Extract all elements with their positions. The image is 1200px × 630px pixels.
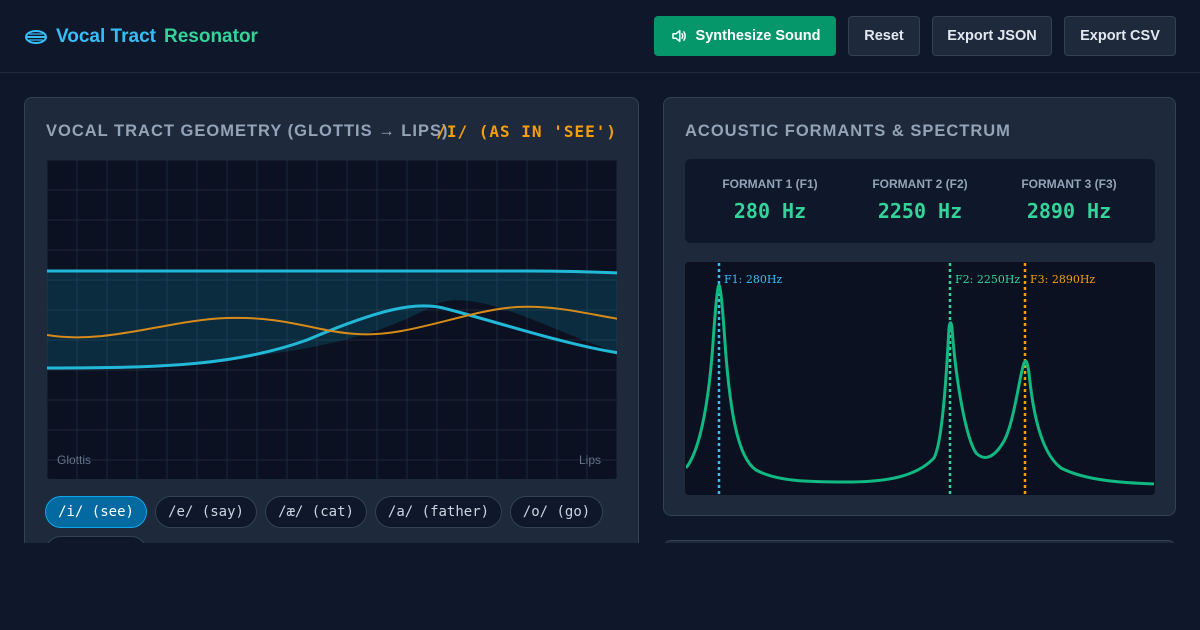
formant-f2-label: Formant 2 (F2)	[872, 177, 968, 191]
formant-f3: Formant 3 (F3) 2890 Hz	[994, 177, 1144, 223]
vowel-button-ae[interactable]: /æ/ (cat)	[265, 496, 367, 528]
export-csv-button[interactable]: Export CSV	[1064, 16, 1176, 56]
formant-f1-value: 280 Hz	[733, 199, 807, 223]
formant-readout: Formant 1 (F1) 280 Hz Formant 2 (F2) 225…	[685, 159, 1155, 243]
formant-f3-label: Formant 3 (F3)	[1021, 177, 1117, 191]
spectrum-plot: F1: 280Hz F2: 2250Hz F3: 2890Hz	[686, 263, 1154, 494]
app-title-part1: Vocal Tract	[56, 26, 156, 47]
formant-panel: Acoustic Formants & Spectrum Formant 1 (…	[663, 97, 1176, 516]
spectrum-curve	[686, 283, 1154, 486]
vocal-tract-canvas[interactable]: Glottis Lips	[46, 159, 618, 480]
speaker-icon	[671, 30, 686, 42]
reset-button[interactable]: Reset	[848, 16, 920, 56]
f1-marker-label: F1: 280Hz	[724, 273, 782, 286]
synthesize-sound-button[interactable]: Synthesize Sound	[654, 16, 836, 56]
vocal-tract-plot	[47, 160, 617, 479]
vowel-button-o[interactable]: /o/ (go)	[510, 496, 603, 528]
geometry-panel: Vocal Tract Geometry (Glottis → Lips) /i…	[24, 97, 639, 568]
vowel-button-a[interactable]: /a/ (father)	[375, 496, 502, 528]
spectrum-canvas[interactable]: F1: 280Hz F2: 2250Hz F3: 2890Hz	[685, 262, 1155, 495]
current-vowel-label: /i/ (as in 'see')	[436, 122, 617, 141]
synthesize-label: Synthesize Sound	[695, 28, 821, 44]
top-bar: Vocal Tract Resonator Synthesize Sound R…	[0, 0, 1200, 73]
formant-f3-value: 2890 Hz	[1026, 199, 1112, 223]
formant-f1: Formant 1 (F1) 280 Hz	[695, 177, 845, 223]
app-brand: Vocal Tract Resonator	[24, 24, 258, 50]
formant-f1-label: Formant 1 (F1)	[722, 177, 818, 191]
page-bottom-mask	[0, 543, 1200, 630]
vowel-button-e[interactable]: /e/ (say)	[155, 496, 257, 528]
f2-marker-label: F2: 2250Hz	[955, 273, 1020, 286]
app-title-part2: Resonator	[163, 26, 258, 47]
lips-label: Lips	[578, 453, 601, 467]
geometry-panel-title: Vocal Tract Geometry (Glottis → Lips)	[46, 122, 449, 140]
vowel-button-i[interactable]: /i/ (see)	[45, 496, 147, 528]
glottis-label: Glottis	[57, 453, 92, 467]
formant-f2-value: 2250 Hz	[877, 199, 963, 223]
f3-marker-label: F3: 2890Hz	[1030, 273, 1095, 286]
waveform-logo-icon	[25, 30, 47, 44]
export-json-button[interactable]: Export JSON	[932, 16, 1052, 56]
formant-f2: Formant 2 (F2) 2250 Hz	[845, 177, 995, 223]
formant-panel-title: Acoustic Formants & Spectrum	[685, 122, 1011, 140]
